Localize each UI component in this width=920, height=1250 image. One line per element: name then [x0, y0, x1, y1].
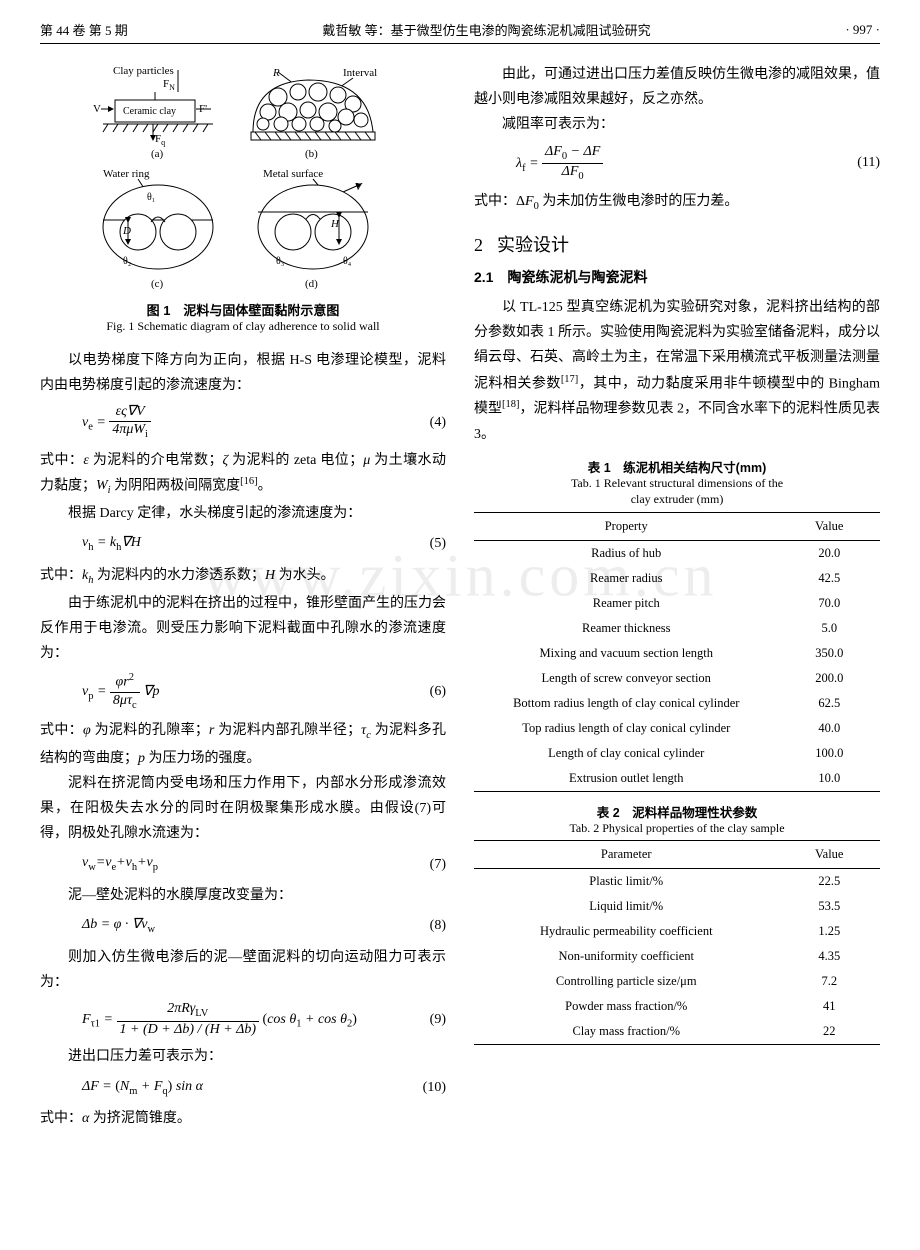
table-row: Extrusion outlet length10.0 [474, 766, 880, 792]
table-row: Length of clay conical cylinder100.0 [474, 741, 880, 766]
equation-10: ΔF = (Nm + Fq) sin α (10) [40, 1076, 446, 1101]
left-column: Clay particles FN V Ceramic clay F' [40, 62, 446, 1131]
table-row: Plastic limit/%22.5 [474, 869, 880, 895]
header-center: 戴哲敏 等：基于微型仿生电渗的陶瓷练泥机减阻试验研究 [128, 20, 846, 39]
table-header: Value [779, 512, 881, 540]
fig-label: (c) [151, 278, 164, 290]
table-1-caption-cn: 表 1 练泥机相关结构尺寸(mm) [474, 457, 880, 476]
table-header: Parameter [474, 841, 779, 869]
table-row: Mixing and vacuum section length350.0 [474, 641, 880, 666]
figure-1-caption-en: Fig. 1 Schematic diagram of clay adheren… [40, 319, 446, 334]
figure-1-caption-cn: 图 1 泥料与固体壁面黏附示意图 [40, 300, 446, 319]
paragraph: 由于练泥机中的泥料在挤出的过程中，锥形壁面产生的压力会反作用于电渗流。则受压力影… [40, 591, 446, 667]
subsection-2-1: 2.1 陶瓷练泥机与陶瓷泥料 [474, 267, 880, 287]
section-2-title: 2实验设计 [474, 231, 880, 257]
fig-label: Ceramic clay [123, 106, 176, 117]
table-row: Radius of hub20.0 [474, 540, 880, 566]
table-row: Non-uniformity coefficient4.35 [474, 944, 880, 969]
header-left: 第 44 卷 第 5 期 [40, 20, 128, 39]
table-1: Property Value Radius of hub20.0 Reamer … [474, 512, 880, 792]
table-row: Reamer radius42.5 [474, 566, 880, 591]
paragraph: 进出口压力差可表示为： [40, 1044, 446, 1069]
fig-label: θ₄ [343, 256, 352, 267]
fig-label: Metal surface [263, 168, 323, 180]
fig-label: (b) [305, 148, 318, 160]
table-row: Hydraulic permeability coefficient1.25 [474, 919, 880, 944]
paragraph: 由此，可通过进出口压力差值反映仿生微电渗的减阻效果，值越小则电渗减阻效果越好，反… [474, 62, 880, 112]
table-2-caption-en: Tab. 2 Physical properties of the clay s… [474, 821, 880, 837]
table-row: Reamer thickness5.0 [474, 616, 880, 641]
fig-label: FN [163, 78, 175, 92]
fig-label: V [93, 103, 101, 115]
table-row: Top radius length of clay conical cylind… [474, 716, 880, 741]
table-row: Powder mass fraction/%41 [474, 994, 880, 1019]
paragraph: 则加入仿生微电渗后的泥—壁面泥料的切向运动阻力可表示为： [40, 945, 446, 995]
page-header: 第 44 卷 第 5 期 戴哲敏 等：基于微型仿生电渗的陶瓷练泥机减阻试验研究 … [40, 20, 880, 44]
figure-1: Clay particles FN V Ceramic clay F' [40, 62, 446, 292]
equation-8: Δb = φ · ∇vw (8) [40, 914, 446, 939]
content: Clay particles FN V Ceramic clay F' [40, 62, 880, 1131]
paragraph: 式中：ε 为泥料的介电常数；ζ 为泥料的 zeta 电位；μ 为土壤水动力黏度；… [40, 448, 446, 502]
fig-label: θ₃ [276, 256, 284, 267]
paragraph: 以电势梯度下降方向为正向，根据 H-S 电渗理论模型，泥料内由电势梯度引起的渗流… [40, 348, 446, 398]
paragraph: 式中：ΔF0 为未加仿生微电渗时的压力差。 [474, 189, 880, 217]
table-row: Length of screw conveyor section200.0 [474, 666, 880, 691]
right-column: 由此，可通过进出口压力差值反映仿生微电渗的减阻效果，值越小则电渗减阻效果越好，反… [474, 62, 880, 1131]
fig-label: D [122, 225, 131, 237]
table-1-caption-en: Tab. 1 Relevant structural dimensions of… [474, 476, 880, 507]
paragraph: 以 TL-125 型真空练泥机为实验研究对象，泥料挤出结构的部分参数如表 1 所… [474, 295, 880, 447]
table-header: Property [474, 512, 779, 540]
fig-label: Interval [343, 67, 377, 79]
paragraph: 式中：kh 为泥料内的水力渗透系数；H 为水头。 [40, 563, 446, 591]
equation-4: ve = ες∇V4πμWi (4) [40, 404, 446, 441]
fig-label: Clay particles [113, 65, 174, 77]
table-2-caption-cn: 表 2 泥料样品物理性状参数 [474, 802, 880, 821]
equation-5: vh = kh∇H (5) [40, 532, 446, 557]
fig-label: V [355, 181, 363, 193]
paragraph: 式中：α 为挤泥筒锥度。 [40, 1106, 446, 1131]
equation-9: Fτ1 = 2πRγLV1 + (D + Δb) / (H + Δb) (cos… [40, 1001, 446, 1038]
fig-label: θ₂ [123, 256, 131, 267]
table-row: Liquid limit/%53.5 [474, 894, 880, 919]
fig-label: Fq [155, 133, 165, 147]
fig-label: (d) [305, 278, 318, 290]
table-row: Reamer pitch70.0 [474, 591, 880, 616]
equation-6: vp = φr28μτc ∇p (6) [40, 672, 446, 712]
header-right: · 997 · [845, 22, 880, 38]
paragraph: 泥—壁处泥料的水膜厚度改变量为： [40, 883, 446, 908]
equation-7: vw=ve+vh+vp (7) [40, 852, 446, 877]
table-2: Parameter Value Plastic limit/%22.5 Liqu… [474, 840, 880, 1045]
table-header: Value [779, 841, 881, 869]
fig-label: θ₁ [147, 192, 155, 203]
fig-label: (a) [151, 148, 164, 160]
table-row: Clay mass fraction/%22 [474, 1019, 880, 1045]
paragraph: 根据 Darcy 定律，水头梯度引起的渗流速度为： [40, 501, 446, 526]
paragraph: 式中：φ 为泥料的孔隙率；r 为泥料内部孔隙半径；τc 为泥料多孔结构的弯曲度；… [40, 718, 446, 771]
table-row: Controlling particle size/μm7.2 [474, 969, 880, 994]
equation-11: λf = ΔF0 − ΔFΔF0 (11) [474, 144, 880, 184]
paragraph: 泥料在挤泥筒内受电场和压力作用下，内部水分形成渗流效果，在阳极失去水分的同时在阴… [40, 771, 446, 847]
table-row: Bottom radius length of clay conical cyl… [474, 691, 880, 716]
fig-label: Water ring [103, 168, 150, 180]
paragraph: 减阻率可表示为： [474, 112, 880, 137]
